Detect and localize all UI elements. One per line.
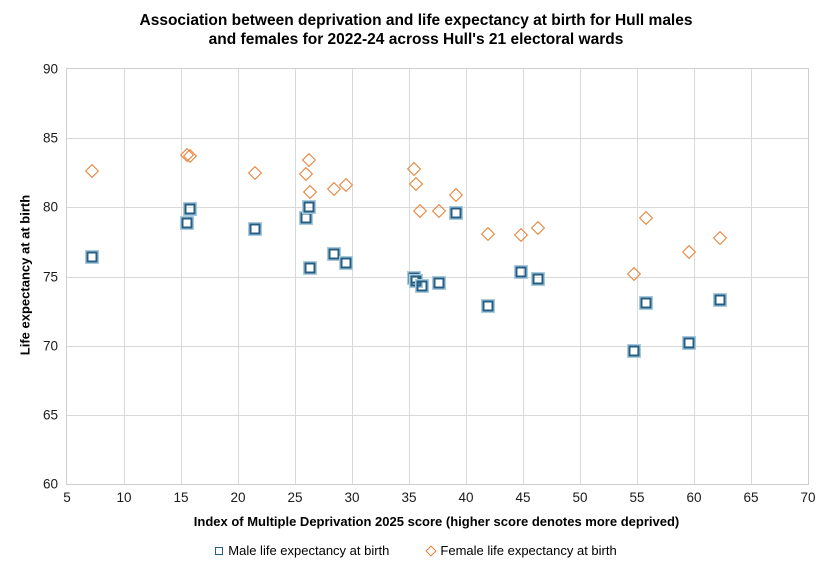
data-point-male <box>300 212 312 224</box>
data-point-male <box>184 203 196 215</box>
data-point-female <box>408 176 423 191</box>
data-point-female <box>248 165 263 180</box>
data-point-male <box>304 262 316 274</box>
chart-title: Association between deprivation and life… <box>0 11 832 50</box>
x-tick-label-70: 70 <box>800 490 816 505</box>
data-point-male <box>328 248 340 260</box>
legend: Male life expectancy at birth Female lif… <box>0 543 832 558</box>
x-tick-label-20: 20 <box>230 490 246 505</box>
y-tick-label-60: 60 <box>42 476 58 492</box>
x-tick-label-55: 55 <box>629 490 645 505</box>
y-tick-label-90: 90 <box>42 61 58 77</box>
data-point-male <box>416 280 428 292</box>
data-point-male <box>532 273 544 285</box>
male-square-icon <box>215 546 224 555</box>
y-tick-label-80: 80 <box>42 199 58 215</box>
data-point-male <box>450 207 462 219</box>
plot-area: 5 10 15 20 25 30 35 40 45 50 55 60 65 70 60 65 70 75 80 85 9… <box>43 62 816 506</box>
y-tick-label-85: 85 <box>42 130 58 146</box>
data-point-female <box>513 227 528 243</box>
x-tick-label-40: 40 <box>458 490 474 505</box>
gridline-y-65 <box>67 414 808 416</box>
data-point-male <box>640 297 652 309</box>
x-tick-label-10: 10 <box>116 490 132 505</box>
data-point-male <box>303 201 315 213</box>
data-point-female <box>626 266 641 281</box>
data-point-female <box>301 153 316 168</box>
data-point-female <box>448 187 463 202</box>
data-point-female <box>713 230 728 245</box>
x-tick-label-50: 50 <box>572 490 588 505</box>
data-point-male <box>714 294 726 306</box>
x-tick-label-15: 15 <box>173 490 189 505</box>
female-diamond-icon <box>425 544 438 557</box>
data-point-female <box>530 221 545 236</box>
x-tick-label-60: 60 <box>686 490 702 505</box>
legend-item-female: Female life expectancy at birth <box>425 543 617 558</box>
data-point-female <box>302 185 317 200</box>
chart-title-line-2: and females for 2022-24 across Hull's 21… <box>208 31 624 49</box>
data-point-female <box>639 211 654 226</box>
data-point-male <box>249 223 261 235</box>
x-tick-label-30: 30 <box>344 490 360 505</box>
x-tick-label-65: 65 <box>743 490 759 505</box>
y-tick-label-70: 70 <box>42 338 58 354</box>
gridline-y-80 <box>67 207 808 209</box>
legend-label-male: Male life expectancy at birth <box>228 543 390 558</box>
data-point-male <box>86 251 98 263</box>
data-point-male <box>408 272 420 284</box>
chart-title-line-1: Association between deprivation and life… <box>139 12 693 29</box>
data-point-male <box>181 217 193 229</box>
y-tick-label-75: 75 <box>42 269 58 284</box>
y-axis-title: Life expectancy at at birth <box>17 194 33 356</box>
data-point-male <box>628 345 640 357</box>
x-tick-label-5: 5 <box>63 490 71 505</box>
x-tick-label-35: 35 <box>401 490 417 505</box>
data-point-male <box>340 257 352 269</box>
data-point-male <box>410 275 422 287</box>
data-point-female <box>299 167 314 182</box>
legend-item-male: Male life expectancy at birth <box>215 543 389 558</box>
y-tick-label-65: 65 <box>42 407 58 423</box>
data-point-male <box>683 337 695 349</box>
gridline-y-85 <box>67 138 808 140</box>
data-point-male <box>433 277 445 289</box>
gridline-y-75 <box>67 276 808 278</box>
data-point-male <box>515 266 527 278</box>
data-point-female <box>85 164 100 179</box>
gridline-y-70 <box>67 345 808 347</box>
x-axis-title: Index of Multiple Deprivation 2025 score… <box>193 514 680 529</box>
data-point-male <box>482 300 494 312</box>
legend-label-female: Female life expectancy at birth <box>440 543 617 558</box>
data-point-female <box>480 226 495 241</box>
x-tick-label-25: 25 <box>287 490 303 505</box>
x-tick-label-45: 45 <box>515 490 531 505</box>
